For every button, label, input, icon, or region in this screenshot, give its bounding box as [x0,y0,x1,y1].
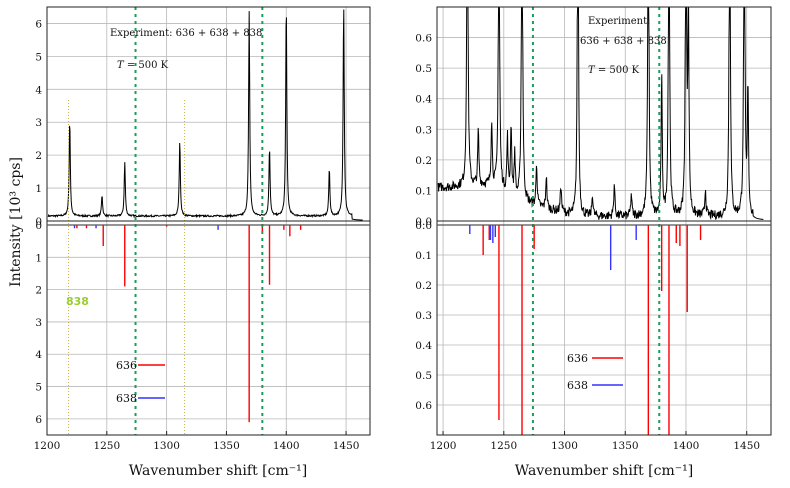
legend-label-638-right: 638 [567,379,588,392]
bottom-y-tick-label: 0.4 [415,340,432,352]
right-x-axis-label: Wavenumber shift [cm⁻¹] [515,463,693,479]
bottom-y-tick-label: 5 [35,382,42,394]
isotopologue-label-838: 838 [66,295,89,308]
top-y-tick-label: 0.3 [415,124,432,136]
experimental-spectrum-line [47,9,363,221]
legend-label-636: 636 [116,359,137,372]
right-bottom-frame [436,220,772,436]
top-y-tick-label: 0.1 [415,185,432,197]
right-annotation-line2: 636 + 638 + 838 [580,36,667,47]
top-y-tick-label: 3 [35,117,42,129]
experimental-spectrum-line [437,6,764,221]
bottom-y-tick-label: 0.5 [415,370,432,382]
bottom-y-tick-label: 0 [35,220,42,232]
x-tick-label: 1300 [153,440,180,452]
x-tick-label: 1400 [273,440,300,452]
bottom-y-tick-label: 0.6 [415,400,432,412]
x-tick-label: 1450 [333,440,360,452]
bottom-y-tick-label: 0.1 [415,250,432,262]
top-y-tick-label: 0.2 [415,155,432,167]
bottom-y-tick-label: 0.3 [415,310,432,322]
left-top-frame [46,6,371,222]
x-tick-label: 1350 [612,440,639,452]
top-y-tick-label: 2 [35,150,42,162]
x-tick-label: 1250 [490,440,517,452]
top-y-tick-label: 0.5 [415,63,432,75]
bottom-y-tick-label: 0.2 [415,280,432,292]
x-tick-label: 1350 [213,440,240,452]
left-bottom-frame [46,220,371,436]
x-tick-label: 1450 [733,440,760,452]
left-annotation-temperature: T = 500 K [117,60,169,71]
left-y-axis-label: Intensity [10³ cps] [8,157,24,287]
left-panel: 1200 1250 1300 1350 1400 1450 0 1 2 3 4 5 6 0 1 2 3 4 5 6 E… [8,6,371,479]
bottom-y-tick-label: 1 [35,252,42,264]
left-annotation-line1: Experiment: 636 + 638 + 838 [110,28,262,39]
top-y-tick-label: 0.6 [415,33,432,45]
left-legend: 636 638 [116,359,165,405]
left-x-axis-label: Wavenumber shift [cm⁻¹] [129,463,307,479]
x-tick-label: 1250 [93,440,120,452]
legend-label-636-right: 636 [567,352,588,365]
x-tick-label: 1400 [673,440,700,452]
bottom-y-tick-label: 4 [35,349,42,361]
top-y-tick-label: 6 [35,18,42,30]
top-y-tick-label: 4 [35,84,42,96]
top-y-tick-label: 1 [35,183,42,195]
bottom-y-tick-label: 2 [35,285,42,297]
top-y-tick-label: 0 [35,216,42,228]
x-tick-label: 1200 [34,440,61,452]
legend-label-638: 638 [116,392,137,405]
top-y-tick-label: 5 [35,51,42,63]
bottom-y-tick-label: 6 [35,414,42,426]
top-y-tick-label: 0.4 [415,94,432,106]
x-tick-label: 1300 [551,440,578,452]
right-panel: 1200 1250 1300 1350 1400 1450 0.0 0.1 0.2 0.3 0.4 0… [415,6,772,479]
x-tick-label: 1200 [430,440,457,452]
right-annotation-line1: Experiment: [588,16,650,27]
right-annotation-temperature: T = 500 K [588,65,640,76]
bottom-y-tick-label: 0.0 [415,220,432,232]
right-legend: 636 638 [567,352,623,392]
top-y-tick-label: 0.0 [415,216,432,228]
bottom-y-tick-label: 3 [35,317,42,329]
